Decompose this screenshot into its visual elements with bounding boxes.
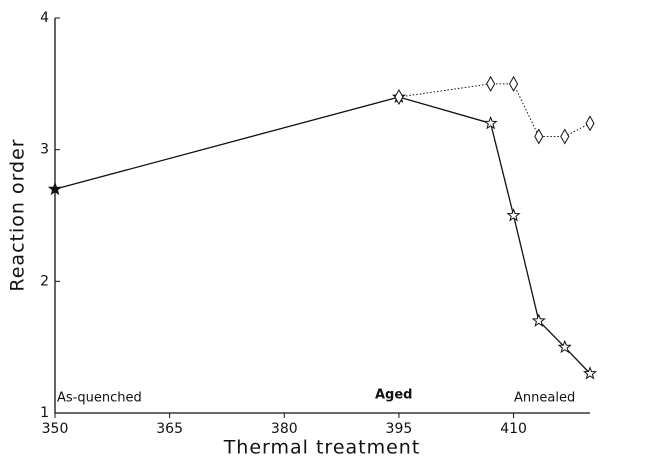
marker [394, 88, 404, 106]
marker [47, 181, 63, 196]
x-tick-label: 350 [42, 421, 69, 437]
marker [557, 339, 572, 354]
marker [531, 313, 546, 327]
x-tick-label: 410 [500, 421, 527, 437]
marker [534, 128, 544, 145]
annotation: Annealed [514, 391, 575, 406]
x-tick-label: 365 [156, 421, 183, 437]
y-tick-label: 2 [40, 273, 49, 289]
x-tick-label: 395 [386, 421, 413, 437]
marker [582, 366, 598, 380]
series-line [54, 96, 591, 374]
marker [486, 75, 496, 92]
y-tick-label: 1 [40, 405, 49, 421]
annotation: As-quenched [57, 391, 142, 406]
annotation: Aged [375, 388, 413, 403]
series-line [398, 83, 591, 137]
marker [508, 75, 519, 92]
y-axis-title: Reaction order [7, 138, 29, 291]
marker [585, 115, 595, 132]
y-tick-label: 4 [40, 10, 49, 26]
x-axis-title: Thermal treatment [223, 437, 421, 459]
marker [506, 208, 521, 222]
marker [483, 115, 498, 130]
y-tick-label: 3 [40, 142, 49, 158]
x-tick-label: 380 [271, 421, 298, 437]
marker [560, 128, 570, 145]
